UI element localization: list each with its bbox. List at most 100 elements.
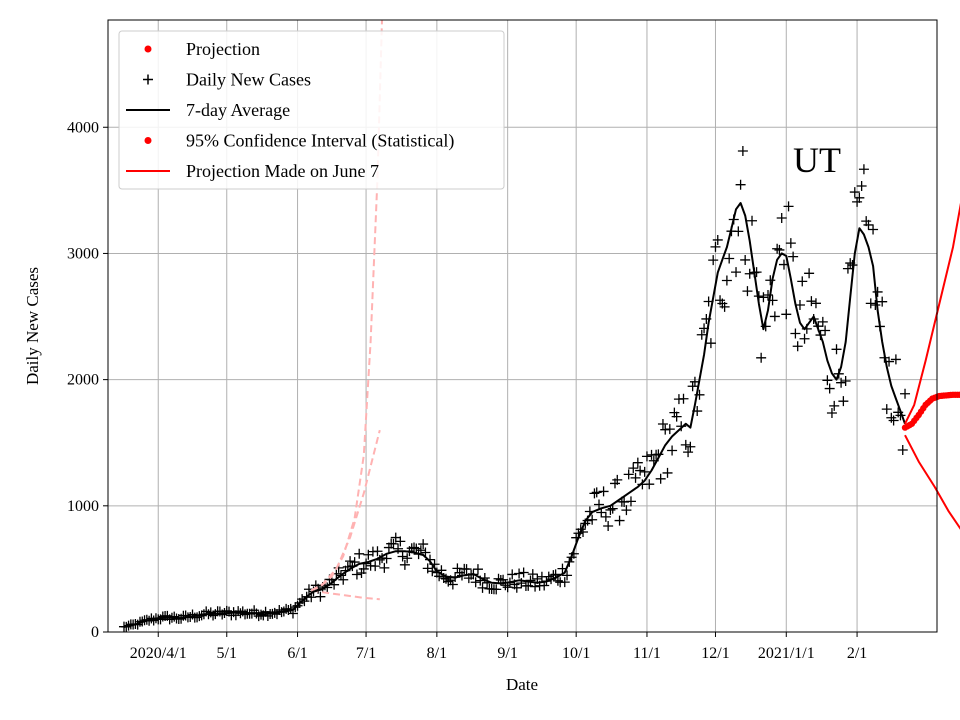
daily-case-marker <box>614 515 625 526</box>
daily-case-marker <box>221 605 232 616</box>
daily-case-marker <box>804 268 815 279</box>
daily-case-marker <box>511 582 522 593</box>
legend-label: 7-day Average <box>186 100 290 120</box>
x-tick-label: 5/1 <box>217 645 237 662</box>
legend-label: 95% Confidence Interval (Statistical) <box>186 131 454 152</box>
daily-case-marker <box>758 292 769 303</box>
daily-case-marker <box>781 309 792 320</box>
daily-case-marker <box>881 404 892 415</box>
daily-case-marker <box>849 187 860 198</box>
legend-swatch-dot <box>144 45 152 53</box>
y-tick-label: 2000 <box>67 372 99 389</box>
y-tick-label: 3000 <box>67 245 99 262</box>
seven-day-average-line <box>123 202 906 628</box>
projection-markers <box>901 391 960 431</box>
daily-case-marker <box>710 241 721 252</box>
daily-case-marker <box>587 514 598 525</box>
daily-case-marker <box>527 569 538 580</box>
daily-case-marker <box>271 609 282 620</box>
daily-case-marker <box>820 325 831 336</box>
daily-case-marker <box>765 275 776 286</box>
daily-case-marker <box>639 466 650 477</box>
daily-case-marker <box>632 457 643 468</box>
daily-case-marker <box>836 377 847 388</box>
daily-case-marker <box>461 564 472 575</box>
daily-case-marker <box>824 383 835 394</box>
daily-case-marker <box>372 546 383 557</box>
daily-case-marker <box>678 393 689 404</box>
legend-label: Projection <box>186 39 260 59</box>
daily-case-marker <box>358 563 369 574</box>
daily-case-marker <box>900 388 911 399</box>
daily-case-marker <box>628 463 639 474</box>
series-layer <box>118 19 960 632</box>
daily-case-marker <box>493 573 504 584</box>
daily-case-marker <box>274 605 285 616</box>
daily-case-marker <box>829 400 840 411</box>
x-tick-label: 8/1 <box>427 645 447 662</box>
daily-case-marker <box>747 215 758 226</box>
daily-case-marker <box>402 553 413 564</box>
daily-case-marker <box>854 192 865 203</box>
daily-case-marker <box>240 609 251 620</box>
daily-case-marker <box>790 328 801 339</box>
legend: Projection Daily New Cases 7-day Average 95… <box>118 30 505 190</box>
june7-ci-lower-line <box>311 589 380 601</box>
legend-label: Daily New Cases <box>186 70 311 90</box>
daily-case-marker <box>411 543 422 554</box>
june7-ci-upper-line <box>310 429 381 592</box>
daily-case-marker <box>338 574 349 585</box>
daily-case-marker <box>559 577 570 588</box>
daily-case-marker <box>603 520 614 531</box>
daily-case-marker <box>763 289 774 300</box>
daily-case-marker <box>840 376 851 387</box>
daily-case-marker <box>208 610 219 621</box>
daily-case-marker <box>621 505 632 516</box>
x-tick-label: 7/1 <box>356 645 376 662</box>
daily-case-marker <box>683 447 694 458</box>
daily-case-marker <box>776 212 787 223</box>
daily-case-marker <box>345 556 356 567</box>
daily-case-marker <box>877 296 888 307</box>
daily-case-marker <box>598 486 609 497</box>
daily-case-marker <box>856 180 867 191</box>
daily-case-marker <box>897 444 908 455</box>
daily-case-marker <box>788 251 799 262</box>
plot-frame <box>107 19 938 633</box>
daily-case-marker <box>447 579 458 590</box>
daily-case-marker <box>379 562 390 573</box>
daily-case-marker <box>680 439 691 450</box>
daily-case-marker <box>562 570 573 581</box>
daily-case-marker <box>724 253 735 264</box>
daily-case-marker <box>708 255 719 266</box>
daily-case-marker <box>589 488 600 499</box>
x-tick-label: 2/1 <box>847 645 867 662</box>
daily-case-marker <box>409 542 420 553</box>
daily-case-marker <box>472 564 483 575</box>
daily-case-marker <box>662 467 673 478</box>
daily-case-marker <box>671 411 682 422</box>
x-tick-label: 2020/4/1 <box>130 645 187 662</box>
daily-case-marker <box>507 569 518 580</box>
daily-case-marker <box>491 584 502 595</box>
daily-case-marker <box>719 301 730 312</box>
daily-case-marker <box>852 196 863 207</box>
daily-case-marker <box>783 201 794 212</box>
daily-case-marker <box>351 569 362 580</box>
daily-case-marker <box>806 296 817 307</box>
ci-lower-line <box>904 434 960 530</box>
legend-swatch-plus <box>143 74 153 85</box>
x-tick-label: 2021/1/1 <box>758 645 815 662</box>
daily-case-marker <box>192 612 203 623</box>
y-tick-label: 4000 <box>67 119 99 136</box>
daily-case-marker <box>735 179 746 190</box>
daily-case-marker <box>742 286 753 297</box>
daily-case-marker <box>502 582 513 593</box>
y-tick-label: 1000 <box>67 498 99 515</box>
daily-case-marker <box>625 496 636 507</box>
daily-case-marker <box>600 511 611 522</box>
daily-case-marker <box>733 226 744 237</box>
daily-case-marker <box>863 219 874 230</box>
daily-case-marker <box>731 267 742 278</box>
